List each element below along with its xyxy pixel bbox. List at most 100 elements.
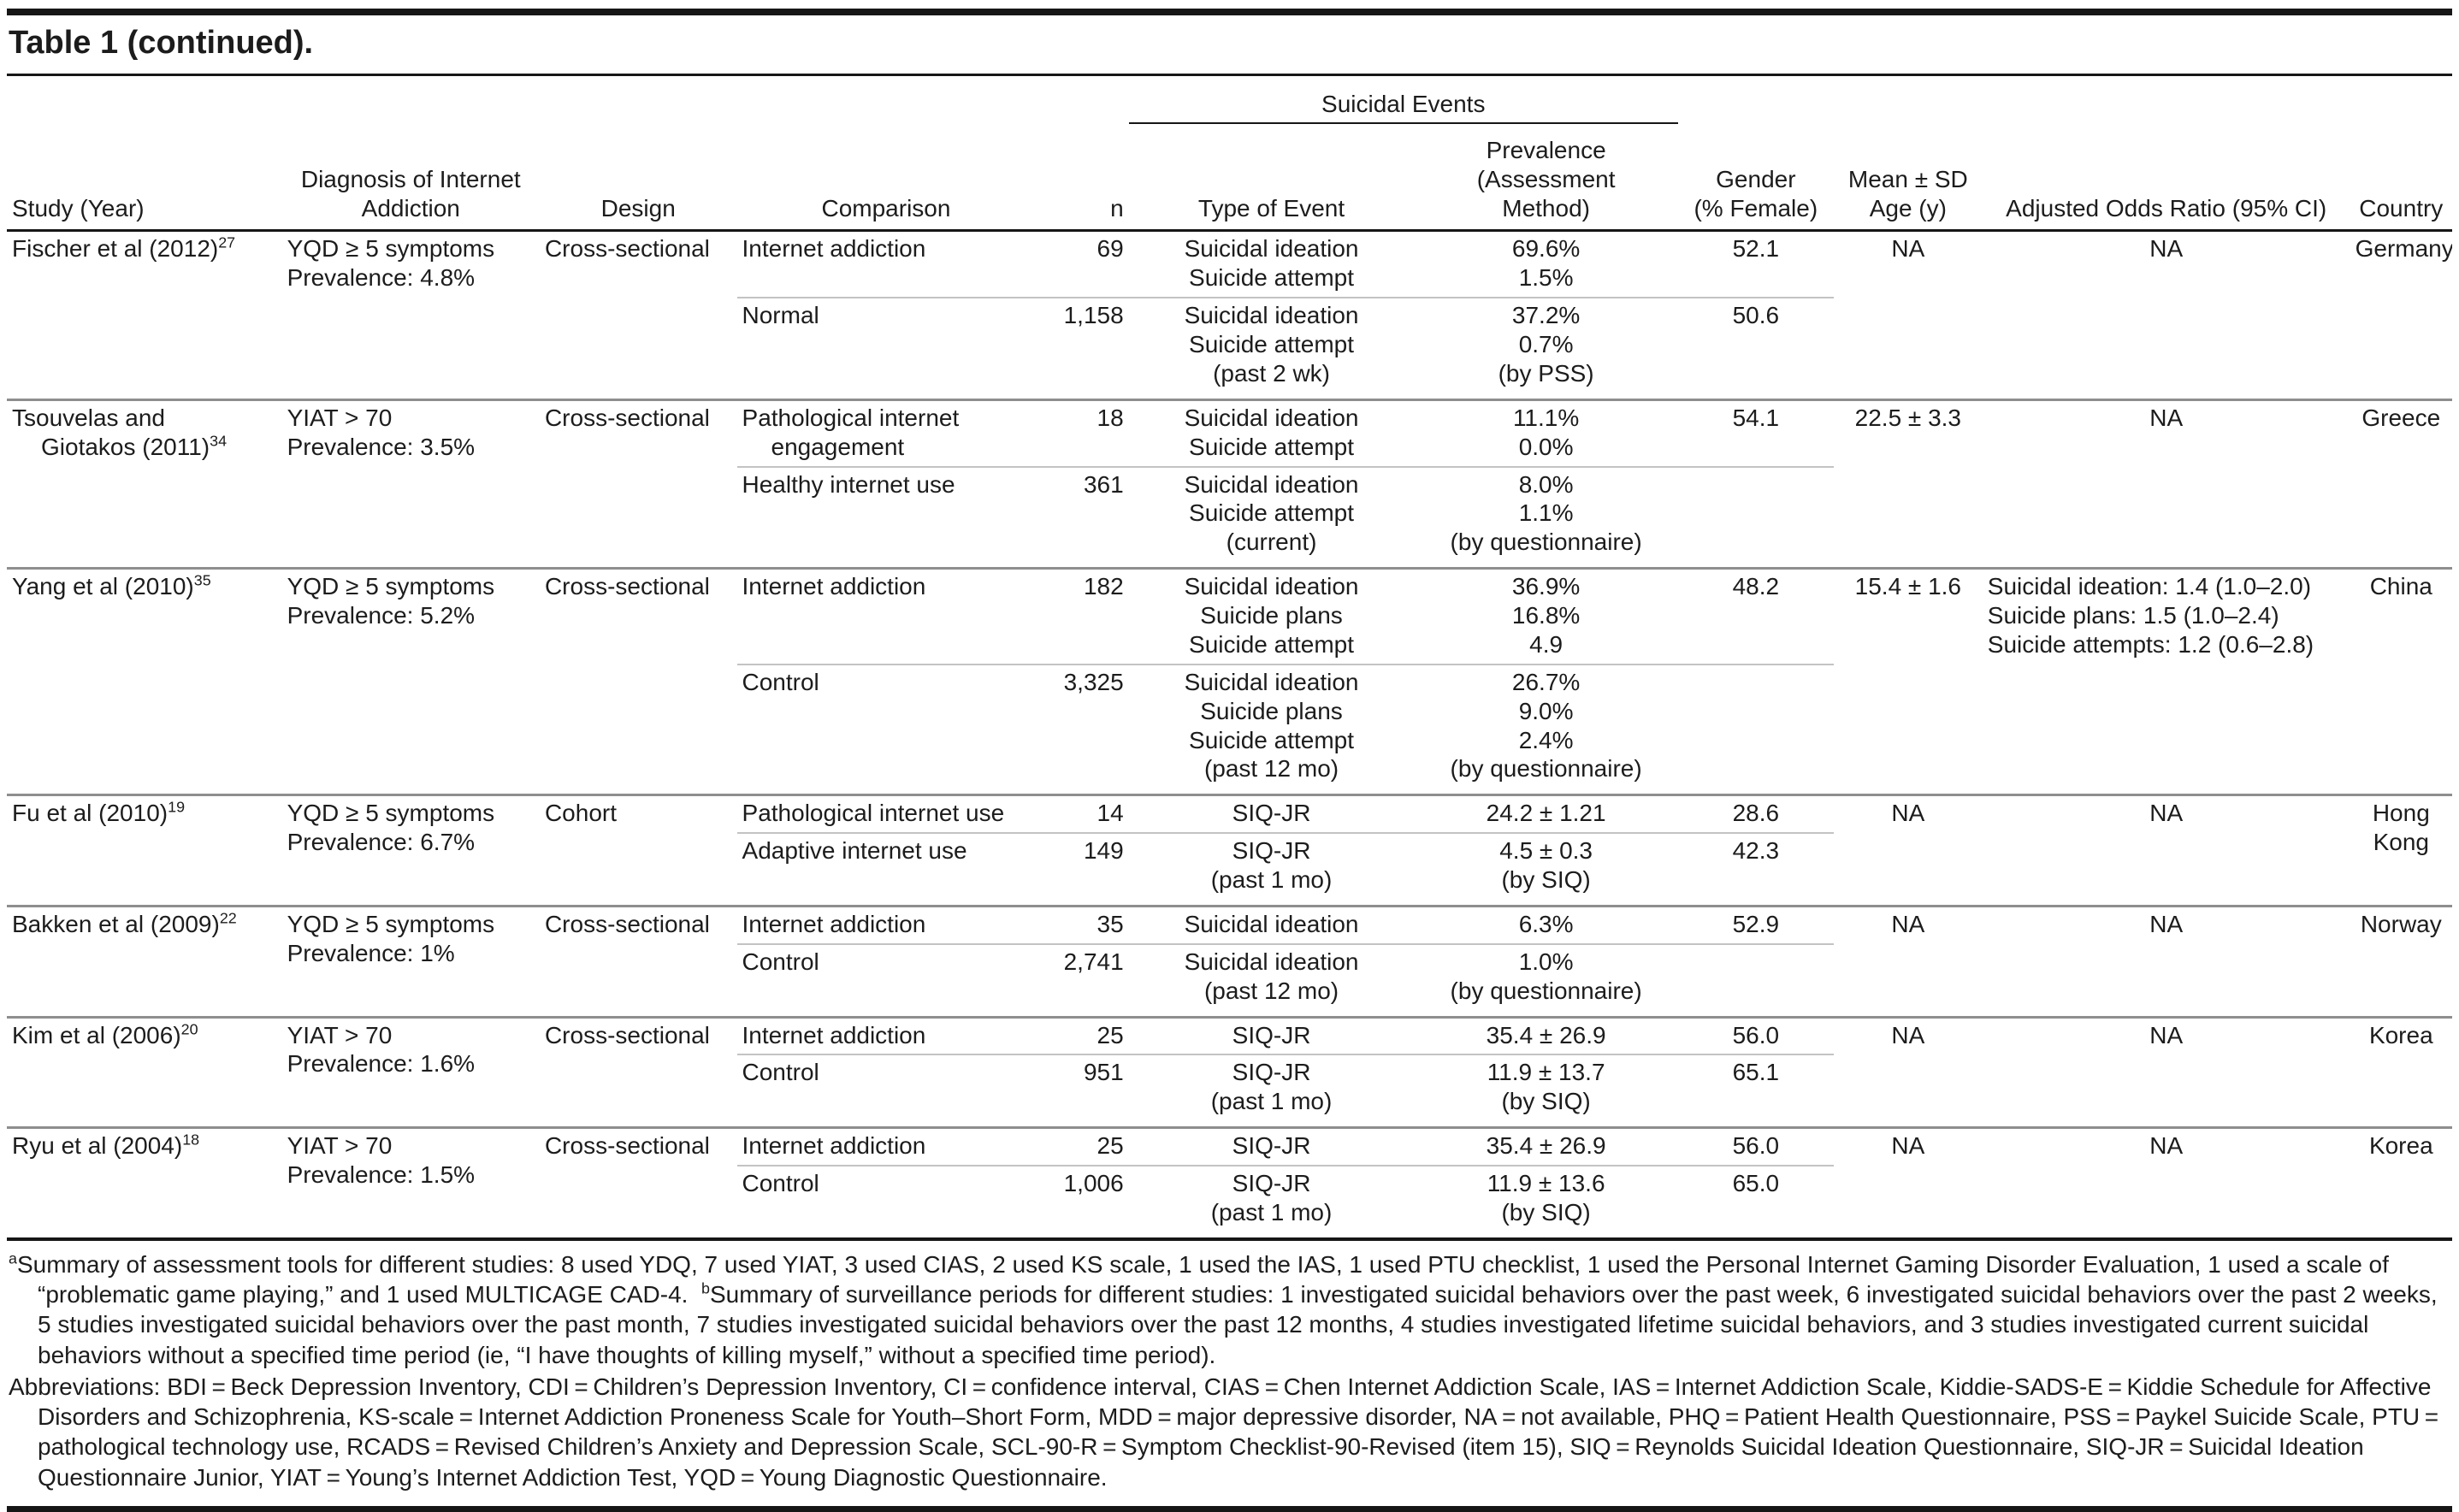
country-cell: Greece	[2350, 398, 2452, 569]
type-of-event-cell: Suicidal ideation (past 12 mo)	[1128, 942, 1415, 1018]
col-design: Design	[539, 122, 737, 233]
age-cell: 22.5 ± 3.3	[1833, 398, 1983, 569]
study-ref: 34	[210, 432, 228, 450]
n-cell: 3,325	[1035, 663, 1129, 795]
type-of-event-cell: SIQ-JR (past 1 mo)	[1128, 1054, 1415, 1128]
gender-cell	[1677, 942, 1834, 1018]
odds-ratio-cell: NA	[1982, 794, 2350, 907]
study-cell: Tsouvelas and Giotakos (2011)34	[7, 398, 282, 569]
abbreviations-note: Abbreviations: BDI = Beck Depression Inv…	[9, 1373, 2444, 1491]
comparison-cell: Control	[736, 663, 1036, 795]
gender-cell: 56.0	[1677, 1015, 1834, 1055]
table-subrow: Control 951 SIQ-JR (past 1 mo) 11.9 ± 13…	[7, 1054, 2452, 1128]
type-of-event-cell: Suicidal ideation Suicide attempt	[1184, 235, 1359, 292]
col-prevalence: Prevalence (Assessment Method)	[1414, 122, 1678, 233]
n-cell: 182	[1035, 567, 1129, 664]
design-cell: Cohort	[539, 794, 737, 907]
gender-cell: 48.2	[1677, 567, 1834, 664]
footnote-b-text: Summary of surveillance periods for diff…	[38, 1281, 2438, 1368]
prevalence-cell: 1.0% (by questionnaire)	[1414, 942, 1678, 1018]
gender-cell	[1677, 465, 1834, 569]
gender-cell: 52.1	[1732, 235, 1780, 263]
comparison-cell: Pathological internet use	[736, 794, 1036, 834]
prevalence-cell: 35.4 ± 26.9	[1414, 1126, 1678, 1166]
table-row: Fu et al (2010)19 YQD ≥ 5 symptoms Preva…	[7, 794, 2452, 907]
study-name: Ryu et al (2004)	[12, 1132, 183, 1160]
n-cell: 951	[1035, 1054, 1129, 1128]
table-subrow: Adaptive internet use 149 SIQ-JR (past 1…	[7, 832, 2452, 907]
col-type-of-event: Type of Event	[1128, 122, 1415, 233]
type-of-event-cell: Suicidal ideation Suicide plans Suicide …	[1128, 567, 1415, 664]
prevalence-cell: 26.7% 9.0% 2.4% (by questionnaire)	[1414, 663, 1678, 795]
diagnosis-cell: YIAT > 70 Prevalence: 1.5%	[281, 1126, 540, 1239]
gender-cell: 54.1	[1677, 398, 1834, 467]
odds-ratio-cell: NA	[1982, 398, 2350, 569]
gender-cell: 42.3	[1677, 832, 1834, 907]
type-of-event-cell: SIQ-JR	[1128, 794, 1415, 834]
study-name: Yang et al (2010)	[12, 573, 194, 600]
spanner-row: Suicidal Events	[7, 75, 2452, 124]
type-of-event-cell: Suicidal ideation Suicide attempt	[1128, 398, 1415, 467]
col-n: n	[1035, 122, 1129, 233]
odds-ratio-cell: Suicidal ideation: 1.4 (1.0–2.0) Suicide…	[1982, 567, 2350, 795]
table-subrow: Control 2,741 Suicidal ideation (past 12…	[7, 942, 2452, 1018]
diagnosis-cell: YQD ≥ 5 symptoms Prevalence: 5.2%	[281, 567, 540, 795]
age-cell: NA	[1833, 904, 1983, 1018]
study-ref: 20	[180, 1020, 198, 1038]
table-title: Table 1 (continued).	[7, 15, 2452, 76]
study-ref: 35	[193, 571, 211, 589]
table-row: Tsouvelas and Giotakos (2011)34 YIAT > 7…	[7, 398, 2452, 569]
age-cell: NA	[1833, 1126, 1983, 1239]
diagnosis-cell: YQD ≥ 5 symptoms Prevalence: 1%	[281, 904, 540, 1018]
type-of-event-cell: Suicidal ideation Suicide attempt (curre…	[1128, 465, 1415, 569]
n-cell: 2,741	[1035, 942, 1129, 1018]
comparison-cell: Normal	[736, 297, 1036, 400]
table-footnotes: aSummary of assessment tools for differe…	[7, 1241, 2452, 1512]
gender-cell: 50.6	[1677, 297, 1834, 400]
type-of-event-cell: SIQ-JR	[1128, 1015, 1415, 1055]
country-cell: China	[2350, 567, 2452, 795]
study-ref: 18	[182, 1131, 200, 1149]
odds-ratio-cell: NA	[1982, 1015, 2350, 1128]
gender-cell: 65.0	[1677, 1165, 1834, 1239]
col-study: Study (Year)	[7, 122, 282, 233]
col-comparison: Comparison	[736, 122, 1036, 233]
study-name: Fischer et al (2012)	[12, 235, 219, 263]
type-of-event-cell: Suicidal ideation	[1128, 904, 1415, 944]
type-of-event-cell: SIQ-JR (past 1 mo)	[1128, 1165, 1415, 1239]
table-row: Bakken et al (2009)22 YQD ≥ 5 symptoms P…	[7, 904, 2452, 1018]
table-header: Suicidal Events Study (Year) Diagnosis o…	[7, 75, 2452, 233]
col-gender: Gender (% Female)	[1677, 122, 1834, 233]
prevalence-cell: 11.1% 0.0%	[1414, 398, 1678, 467]
study-name: Tsouvelas and Giotakos (2011)	[12, 404, 210, 460]
table-subrow: Control 3,325 Suicidal ideation Suicide …	[7, 663, 2452, 795]
country-cell: Norway	[2350, 904, 2452, 1018]
prevalence-cell: 4.5 ± 0.3 (by SIQ)	[1414, 832, 1678, 907]
col-country: Country	[2350, 122, 2452, 233]
gender-cell: 65.1	[1677, 1054, 1834, 1128]
table-subrow: Healthy internet use 361 Suicidal ideati…	[7, 465, 2452, 569]
comparison-cell: Control	[736, 942, 1036, 1018]
study-ref: 27	[218, 234, 236, 252]
col-diagnosis: Diagnosis of Internet Addiction	[281, 122, 540, 233]
design-cell: Cross-sectional	[539, 1126, 737, 1239]
diagnosis-cell: YIAT > 70 Prevalence: 3.5%	[281, 398, 540, 569]
col-age: Mean ± SD Age (y)	[1833, 122, 1983, 233]
n-cell: 1,006	[1035, 1165, 1129, 1239]
diagnosis-cell: YQD ≥ 5 symptoms Prevalence: 6.7%	[281, 794, 540, 907]
gender-cell	[1677, 663, 1834, 795]
design-cell: Cross-sectional	[539, 398, 737, 569]
study-cell: Kim et al (2006)20	[7, 1015, 282, 1128]
study-cell: Ryu et al (2004)18	[7, 1126, 282, 1239]
col-adjusted-odds-ratio: Adjusted Odds Ratio (95% CI)	[1982, 122, 2350, 233]
table-row: Ryu et al (2004)18 YIAT > 70 Prevalence:…	[7, 1126, 2452, 1239]
design-cell: Cross-sectional	[539, 567, 737, 795]
table-row: Kim et al (2006)20 YIAT > 70 Prevalence:…	[7, 1015, 2452, 1128]
top-rule	[7, 9, 2452, 15]
country-cell: Korea	[2350, 1126, 2452, 1239]
diagnosis-cell: YIAT > 70 Prevalence: 1.6%	[281, 1015, 540, 1128]
n-cell: 1,158	[1035, 297, 1129, 400]
n-cell: 18	[1035, 398, 1129, 467]
prevalence-cell: 24.2 ± 1.21	[1414, 794, 1678, 834]
comparison-cell: Pathological internet engagement	[736, 398, 1036, 467]
